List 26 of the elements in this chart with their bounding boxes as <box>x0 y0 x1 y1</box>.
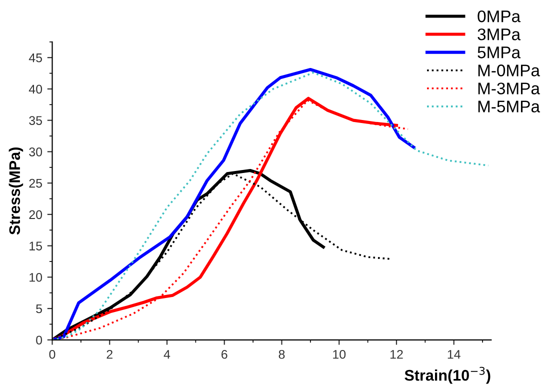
y-axis-title: Stress(MPa) <box>8 148 24 235</box>
y-tick-label: 40 <box>28 84 42 94</box>
y-tick-label: 25 <box>29 178 42 188</box>
legend-label: M-3MPa <box>478 82 540 94</box>
x-axis-title: Strain(10$^{−3}$) <box>404 366 490 384</box>
x-tick-label: 10 <box>333 350 346 359</box>
legend-label: 5MPa <box>478 46 521 58</box>
y-tick-label: 0 <box>36 336 42 345</box>
x-tick-label: 8 <box>278 350 285 359</box>
legend-label: 0MPa <box>478 10 521 22</box>
y-tick-label: 35 <box>29 116 42 125</box>
y-tick-label: 20 <box>29 210 42 220</box>
x-tick-label: 14 <box>448 350 460 359</box>
y-tick-label: 10 <box>30 272 42 282</box>
y-tick-label: 15 <box>30 242 42 250</box>
x-tick-label: 12 <box>390 350 403 359</box>
x-tick-label: 4 <box>164 350 170 359</box>
legend-label: M-5MPa <box>478 100 540 112</box>
y-tick-label: 45 <box>28 54 42 62</box>
x-tick-label: 2 <box>106 350 112 359</box>
legend-label: M-0MPa <box>478 64 540 76</box>
legend-label: 3MPa <box>478 28 521 40</box>
y-tick-label: 30 <box>29 147 42 156</box>
x-tick-label: 6 <box>222 350 228 359</box>
y-tick-label: 5 <box>36 304 42 314</box>
x-tick-label: 0 <box>49 350 56 359</box>
